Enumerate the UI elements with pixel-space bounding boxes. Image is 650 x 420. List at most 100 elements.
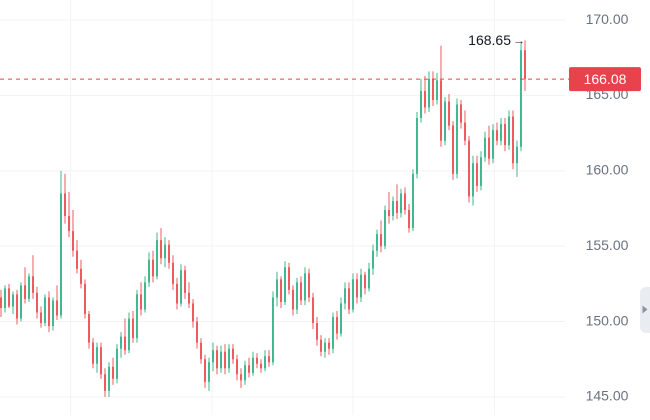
- candle: [236, 354, 238, 381]
- candle-body: [140, 294, 142, 310]
- candle: [508, 110, 510, 150]
- overlays: 168.65 →: [0, 32, 569, 80]
- y-tick-label: 160.00: [586, 162, 629, 178]
- candle-body: [112, 366, 114, 379]
- candle: [212, 342, 214, 372]
- candle: [172, 255, 174, 290]
- candle-body: [488, 137, 490, 159]
- candle: [248, 357, 250, 378]
- candle-body: [232, 348, 234, 360]
- candle: [48, 291, 50, 333]
- candle: [180, 264, 182, 307]
- last-price-label: 166.08: [584, 71, 627, 87]
- candle: [112, 357, 114, 385]
- candle: [420, 78, 422, 123]
- candle-body: [432, 78, 434, 100]
- candle: [524, 40, 526, 91]
- candle-body: [236, 359, 238, 375]
- candle-body: [420, 90, 422, 119]
- price-axis[interactable]: 170.00165.00160.00155.00150.00145.00166.…: [569, 11, 641, 404]
- candle: [520, 44, 522, 152]
- candle-body: [192, 303, 194, 322]
- candle-body: [184, 270, 186, 293]
- candle-body: [340, 303, 342, 334]
- candle-body: [476, 163, 478, 186]
- candle-body: [448, 101, 450, 126]
- candle-body: [220, 351, 222, 369]
- candle: [144, 276, 146, 313]
- high-arrow-icon: →: [513, 34, 525, 48]
- candle: [164, 237, 166, 268]
- candle-body: [396, 200, 398, 214]
- last-price-badge-bg: [569, 67, 641, 92]
- candle-body: [504, 124, 506, 146]
- candle: [388, 191, 390, 224]
- candle: [128, 312, 130, 354]
- candle: [232, 344, 234, 364]
- candle: [428, 71, 430, 113]
- candle: [152, 250, 154, 283]
- high-value-label: 168.65: [468, 32, 511, 48]
- candle-body: [336, 317, 338, 334]
- candle: [476, 155, 478, 192]
- candle-body: [168, 244, 170, 263]
- candle: [188, 282, 190, 308]
- candle: [416, 112, 418, 179]
- candle: [424, 75, 426, 114]
- candle-body: [272, 297, 274, 363]
- candle: [404, 187, 406, 215]
- candle-body: [128, 318, 130, 351]
- candle-body: [460, 104, 462, 123]
- candle: [356, 273, 358, 304]
- candle-body: [296, 282, 298, 310]
- candle: [500, 118, 502, 146]
- candle-body: [228, 348, 230, 369]
- candle-body: [256, 357, 258, 364]
- candle: [168, 240, 170, 269]
- candle: [452, 121, 454, 180]
- candle-body: [388, 210, 390, 217]
- candle-body: [32, 276, 34, 293]
- candle: [392, 196, 394, 221]
- candle: [208, 357, 210, 391]
- scroll-to-realtime-button[interactable]: [640, 287, 650, 333]
- candle-body: [224, 351, 226, 369]
- candle: [12, 291, 14, 315]
- candle-body: [132, 318, 134, 339]
- candle-body: [524, 50, 526, 80]
- candle: [20, 282, 22, 322]
- candle-body: [380, 234, 382, 247]
- candle: [60, 170, 62, 319]
- candle-body: [276, 279, 278, 298]
- candle: [308, 268, 310, 302]
- candle-body: [48, 297, 50, 327]
- candle: [480, 151, 482, 191]
- candle: [80, 259, 82, 289]
- candle: [192, 298, 194, 328]
- candle-body: [76, 250, 78, 269]
- candle-body: [456, 104, 458, 174]
- candle-body: [64, 193, 66, 217]
- candle-body: [80, 268, 82, 284]
- candle: [176, 277, 178, 310]
- candle: [56, 285, 58, 321]
- candle: [244, 360, 246, 385]
- candle-body: [412, 173, 414, 229]
- candle-body: [480, 157, 482, 186]
- candle: [412, 169, 414, 232]
- candle: [460, 99, 462, 129]
- candle-body: [452, 125, 454, 174]
- candle: [368, 262, 370, 292]
- candle-body: [268, 356, 270, 363]
- candle: [228, 344, 230, 373]
- candle-body: [60, 193, 62, 316]
- candle: [348, 282, 350, 315]
- candle: [384, 205, 386, 250]
- candle-body: [512, 116, 514, 164]
- candle: [376, 229, 378, 257]
- candle-body: [248, 365, 250, 373]
- candle: [72, 210, 74, 257]
- candle-body: [516, 146, 518, 164]
